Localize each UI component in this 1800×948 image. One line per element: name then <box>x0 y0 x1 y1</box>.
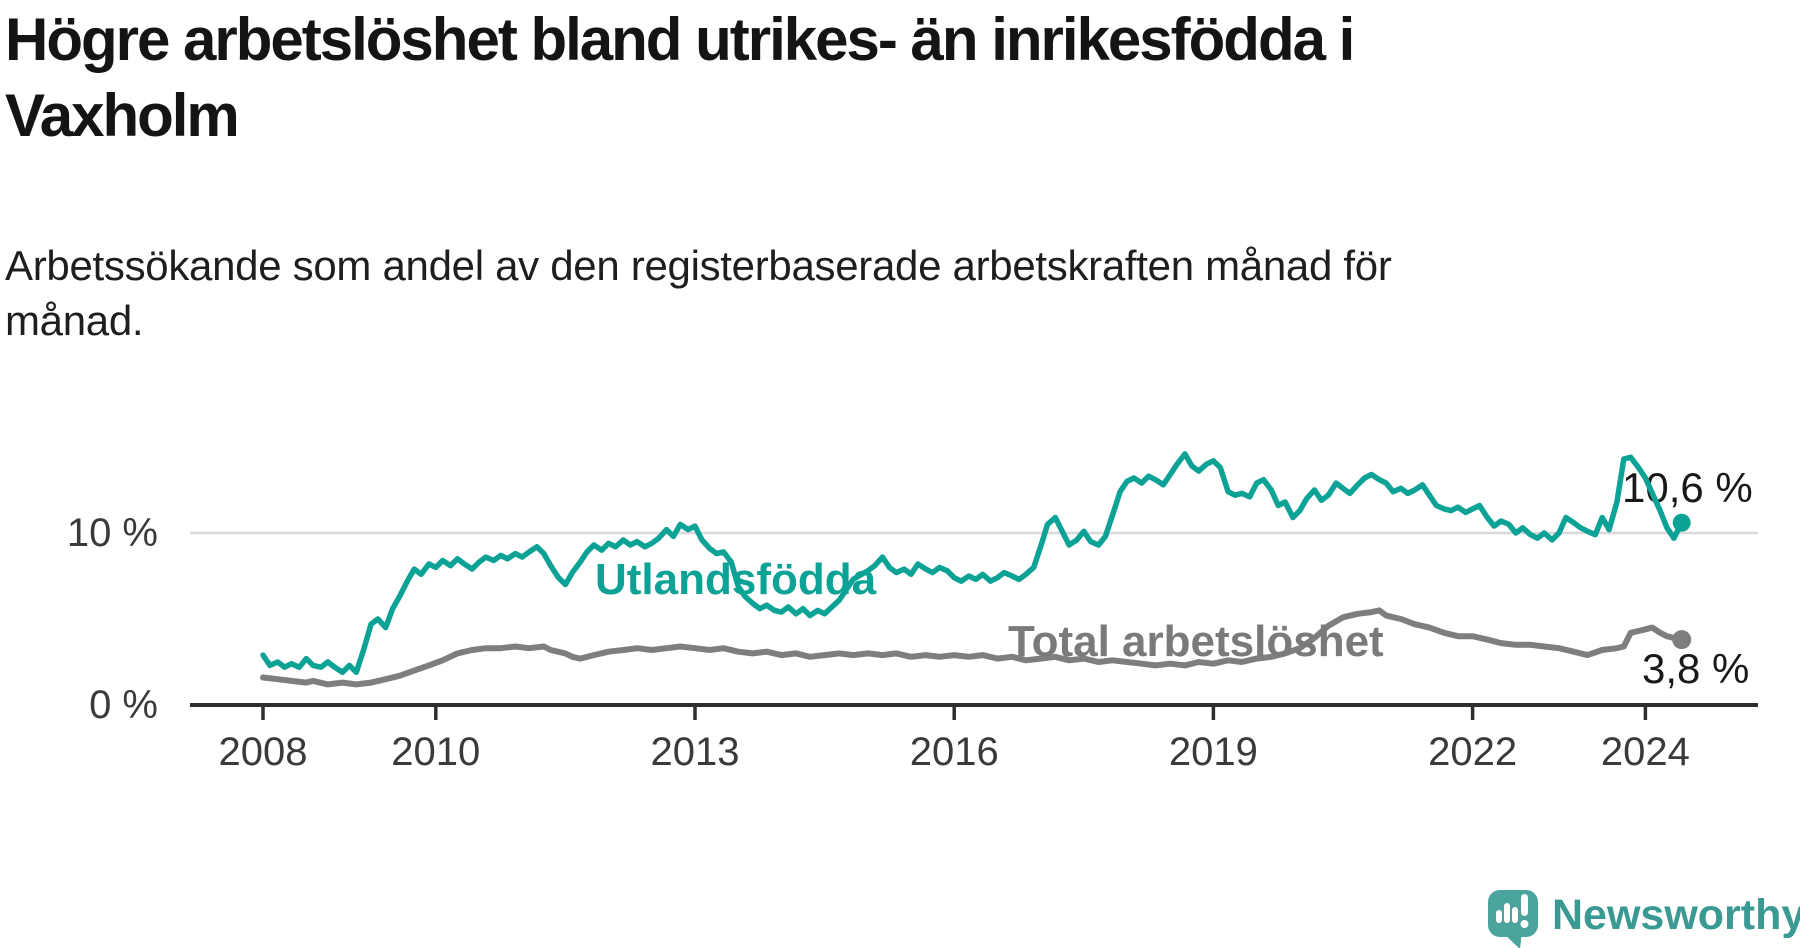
chart-title-line-2: Vaxholm <box>5 82 240 150</box>
chart-subtitle-line-2: månad. <box>5 297 144 345</box>
series-end-dot-total <box>1672 630 1692 650</box>
series-line-total-arbetsloshet <box>260 607 1685 688</box>
newsworthy-wordmark: Newsworthy <box>1552 891 1800 939</box>
x-axis-tick-label-2010: 2010 <box>391 730 480 774</box>
logo-bar-2 <box>1504 903 1510 923</box>
x-axis-tick-label-2022: 2022 <box>1428 730 1517 774</box>
series-line-utlandsfodda <box>260 451 1685 676</box>
x-axis-tick-label-2019: 2019 <box>1169 730 1258 774</box>
series-label-utlandsfodda: Utlandsfödda <box>595 555 877 604</box>
x-axis-tick-label-2024: 2024 <box>1601 730 1690 774</box>
series-label-total-arbetsloshet: Total arbetslöshet <box>1008 617 1384 666</box>
x-axis-tick-label-2008: 2008 <box>219 730 308 774</box>
chart-title-line-1: Högre arbetslöshet bland utrikes- än inr… <box>5 6 1355 73</box>
chart-subtitle-line-1: Arbetssökande som andel av den registerb… <box>5 242 1392 289</box>
x-axis-tick-label-2016: 2016 <box>910 730 999 774</box>
logo-bar-1 <box>1496 910 1502 923</box>
chart-subtitle: Arbetssökande som andel av den registerb… <box>5 238 1565 349</box>
chart-title: Högre arbetslöshet bland utrikes- än inr… <box>5 2 1565 154</box>
logo-exclamation-dot <box>1520 920 1529 928</box>
x-axis-tick-label-2013: 2013 <box>651 730 740 774</box>
value-label-total: 3,8 % <box>1642 645 1749 692</box>
newsworthy-speech-bubble-chart-icon <box>1488 890 1538 948</box>
logo-bubble-tail <box>1502 932 1522 948</box>
y-axis-label-10: 10 % <box>67 511 158 555</box>
logo-bar-3 <box>1512 907 1518 923</box>
x-axis-ticks <box>261 705 1648 720</box>
x-axis-tick-labels: 2008 2010 2013 2016 2019 2022 2024 <box>219 730 1690 774</box>
series-end-dot-utlandsfodda <box>1672 513 1691 532</box>
y-axis-label-0: 0 % <box>89 683 158 727</box>
newsworthy-logo: Newsworthy <box>1488 890 1800 948</box>
logo-exclamation-bar <box>1521 894 1528 916</box>
